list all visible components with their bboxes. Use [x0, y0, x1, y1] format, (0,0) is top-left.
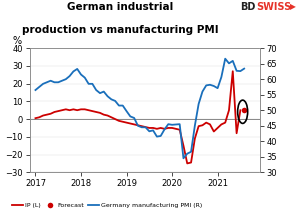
Text: ▶: ▶ — [290, 2, 296, 11]
Text: BD: BD — [240, 2, 255, 12]
Text: German industrial: German industrial — [67, 2, 173, 12]
Legend: IP (L), Forecast, Germany manufacturing PMI (R): IP (L), Forecast, Germany manufacturing … — [9, 201, 205, 211]
Text: production vs manufacturing PMI: production vs manufacturing PMI — [22, 25, 218, 35]
Text: SWISS: SWISS — [256, 2, 292, 12]
Text: %: % — [13, 36, 22, 46]
